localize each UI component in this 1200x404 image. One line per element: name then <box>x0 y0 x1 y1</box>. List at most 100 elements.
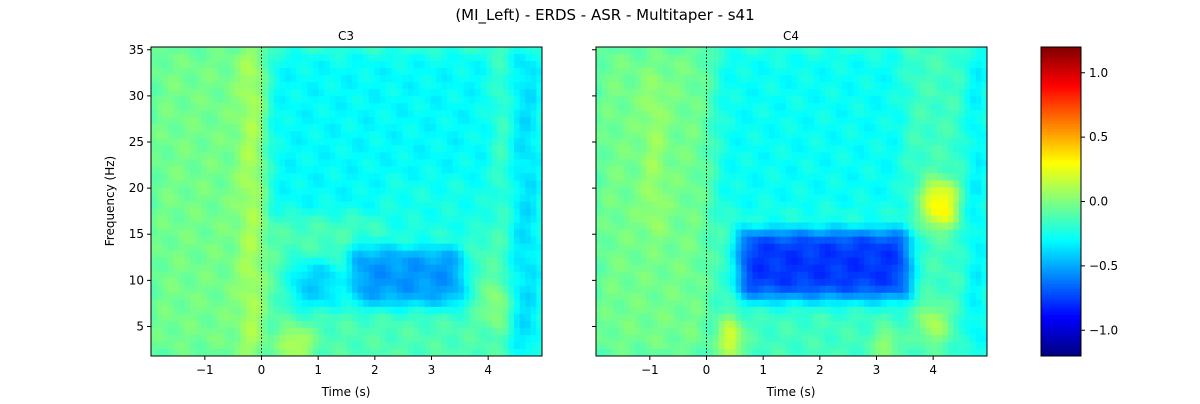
heatmap-cell <box>341 230 347 238</box>
heatmap-cell <box>397 202 403 210</box>
heatmap-cell <box>386 258 392 266</box>
heatmap-cell <box>430 159 436 167</box>
heatmap-cell <box>235 61 241 69</box>
heatmap-cell <box>441 138 447 146</box>
heatmap-cell <box>775 131 781 139</box>
heatmap-cell <box>212 202 218 210</box>
heatmap-cell <box>313 75 319 83</box>
heatmap-cell <box>531 89 537 97</box>
heatmap-cell <box>503 194 509 202</box>
heatmap-cell <box>347 47 353 55</box>
heatmap-cell <box>419 349 425 357</box>
heatmap-cell <box>285 349 291 357</box>
heatmap-cell <box>641 110 647 118</box>
heatmap-cell <box>447 54 453 62</box>
heatmap-cell <box>769 342 775 350</box>
heatmap-cell <box>369 47 375 55</box>
heatmap-cell <box>646 159 652 167</box>
heatmap-cell <box>291 61 297 69</box>
heatmap-cell <box>268 349 274 357</box>
heatmap-cell <box>162 117 168 125</box>
heatmap-cell <box>151 209 157 217</box>
heatmap-cell <box>408 75 414 83</box>
heatmap-cell <box>697 61 703 69</box>
heatmap-cell <box>786 110 792 118</box>
heatmap-cell <box>702 89 708 97</box>
heatmap-cell <box>436 223 442 231</box>
heatmap-cell <box>669 103 675 111</box>
heatmap-cell <box>246 152 252 160</box>
heatmap-cell <box>447 286 453 294</box>
heatmap-cell <box>797 138 803 146</box>
heatmap-cell <box>335 258 341 266</box>
heatmap-cell <box>652 223 658 231</box>
heatmap-cell <box>607 159 613 167</box>
heatmap-cell <box>408 342 414 350</box>
heatmap-cell <box>374 272 380 280</box>
heatmap-cell <box>430 272 436 280</box>
heatmap-cell <box>531 82 537 90</box>
heatmap-cell <box>157 300 163 308</box>
heatmap-cell <box>207 258 213 266</box>
heatmap-cell <box>702 237 708 245</box>
heatmap-cell <box>408 187 414 195</box>
heatmap-cell <box>157 187 163 195</box>
heatmap-cell <box>758 131 764 139</box>
heatmap-cell <box>713 187 719 195</box>
heatmap-cell <box>268 265 274 273</box>
heatmap-cell <box>341 321 347 329</box>
heatmap-cell <box>436 54 442 62</box>
heatmap-cell <box>201 180 207 188</box>
heatmap-cell <box>808 152 814 160</box>
heatmap-cell <box>803 230 809 238</box>
heatmap-cell <box>218 89 224 97</box>
heatmap-cell <box>492 223 498 231</box>
heatmap-cell <box>402 145 408 153</box>
heatmap-cell <box>347 131 353 139</box>
heatmap-cell <box>769 82 775 90</box>
heatmap-cell <box>803 61 809 69</box>
heatmap-cell <box>736 68 742 76</box>
heatmap-cell <box>274 68 280 76</box>
heatmap-cell <box>503 216 509 224</box>
heatmap-cell <box>775 96 781 104</box>
heatmap-cell <box>464 138 470 146</box>
heatmap-cell <box>302 272 308 280</box>
heatmap-cell <box>419 258 425 266</box>
heatmap-cell <box>324 75 330 83</box>
heatmap-cell <box>607 117 613 125</box>
heatmap-cell <box>475 194 481 202</box>
heatmap-cell <box>324 103 330 111</box>
heatmap-cell <box>741 173 747 181</box>
heatmap-cell <box>708 131 714 139</box>
heatmap-cell <box>185 173 191 181</box>
heatmap-cell <box>408 138 414 146</box>
heatmap-cell <box>464 293 470 301</box>
heatmap-cell <box>613 258 619 266</box>
heatmap-cell <box>624 131 630 139</box>
heatmap-cell <box>335 335 341 343</box>
heatmap-cell <box>369 103 375 111</box>
heatmap-cell <box>814 209 820 217</box>
heatmap-cell <box>669 145 675 153</box>
heatmap-cell <box>207 166 213 174</box>
heatmap-cell <box>475 145 481 153</box>
heatmap-cell <box>674 258 680 266</box>
heatmap-cell <box>808 230 814 238</box>
heatmap-cell <box>719 202 725 210</box>
heatmap-cell <box>685 180 691 188</box>
heatmap-cell <box>503 166 509 174</box>
heatmap-cell <box>747 68 753 76</box>
heatmap-cell <box>185 321 191 329</box>
heatmap-cell <box>674 166 680 174</box>
heatmap-cell <box>185 54 191 62</box>
heatmap-cell <box>324 138 330 146</box>
heatmap-cell <box>697 131 703 139</box>
heatmap-cell <box>190 300 196 308</box>
heatmap-cell <box>402 300 408 308</box>
heatmap-cell <box>708 187 714 195</box>
heatmap-cell <box>447 314 453 322</box>
heatmap-cell <box>358 75 364 83</box>
heatmap-cell <box>618 54 624 62</box>
heatmap-cell <box>358 145 364 153</box>
